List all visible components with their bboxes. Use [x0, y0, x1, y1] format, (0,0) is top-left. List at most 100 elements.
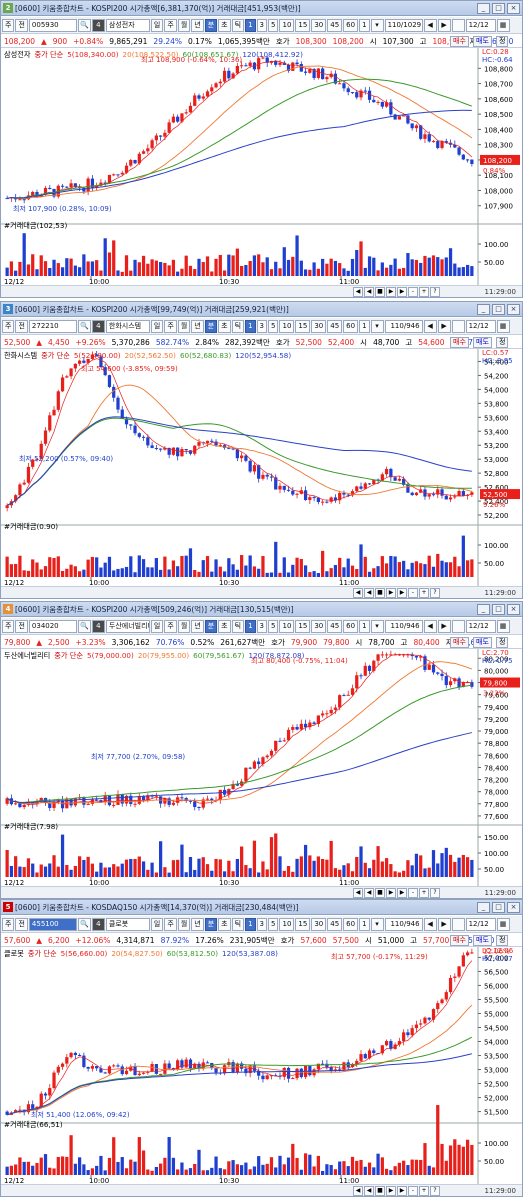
- sell-button[interactable]: 매도: [473, 935, 492, 946]
- scroll-control-button[interactable]: +: [419, 1186, 429, 1196]
- scroll-control-button[interactable]: ?: [430, 888, 440, 898]
- search-icon[interactable]: 🔍: [77, 917, 91, 931]
- sell-button[interactable]: 매도: [473, 337, 492, 348]
- scroll-control-button[interactable]: ■: [375, 888, 385, 898]
- scroll-control-button[interactable]: -: [408, 888, 418, 898]
- window-titlebar[interactable]: 3 [0600] 키움종합차트 - KOSPI200 시가총액[99,749(억)…: [1, 302, 522, 317]
- period-value-button[interactable]: 45: [327, 18, 343, 32]
- period-value-button[interactable]: 1: [245, 917, 256, 931]
- scroll-control-button[interactable]: ◀: [353, 888, 363, 898]
- search-icon[interactable]: 🔍: [77, 18, 91, 32]
- period-value-button[interactable]: 45: [327, 319, 343, 333]
- scroll-control-button[interactable]: ■: [375, 287, 385, 297]
- period-value-button[interactable]: 30: [311, 18, 327, 32]
- period-value-button[interactable]: 30: [311, 917, 327, 931]
- calendar-icon[interactable]: ▦: [496, 18, 510, 32]
- period-type-button[interactable]: 분: [204, 917, 218, 931]
- bar-count-field[interactable]: 110/946: [384, 917, 423, 931]
- minimize-icon[interactable]: _: [477, 902, 490, 913]
- period-type-button[interactable]: 틱: [231, 319, 245, 333]
- period-type-button[interactable]: 년: [191, 319, 204, 333]
- maximize-icon[interactable]: □: [492, 604, 505, 615]
- scroll-control-button[interactable]: -: [408, 1186, 418, 1196]
- candlestick-chart[interactable]: 108,800 108,700 108,600 108,500 108,400 108,3…: [1, 48, 522, 285]
- window-titlebar[interactable]: 2 [0600] 키움종합차트 - KOSPI200 시가총액[6,381,370…: [1, 1, 522, 16]
- correct-button[interactable]: 정: [496, 637, 509, 648]
- prev-page-button[interactable]: ◀: [423, 18, 437, 32]
- period-value-button[interactable]: 45: [327, 619, 343, 633]
- scroll-control-button[interactable]: +: [419, 287, 429, 297]
- date-field[interactable]: 12/12: [465, 917, 496, 931]
- period-type-button[interactable]: 분: [204, 619, 218, 633]
- scroll-control-button[interactable]: ▶: [386, 1186, 396, 1196]
- chevron-down-icon[interactable]: ▾: [370, 18, 384, 32]
- next-page-button[interactable]: ▶: [437, 319, 451, 333]
- next-page-button[interactable]: ▶: [437, 917, 451, 931]
- period-value-button[interactable]: 5: [268, 319, 279, 333]
- jeon-button[interactable]: 전: [15, 18, 28, 32]
- candlestick-chart[interactable]: 54,400 54,200 54,000 53,800 53,600 53,400 53,2…: [1, 349, 522, 586]
- scroll-control-button[interactable]: +: [419, 888, 429, 898]
- scroll-control-button[interactable]: ◀: [364, 287, 374, 297]
- menu-select[interactable]: 주: [2, 619, 15, 633]
- period-value-button[interactable]: 5: [268, 917, 279, 931]
- next-page-button[interactable]: ▶: [437, 18, 451, 32]
- period-type-button[interactable]: 틱: [231, 18, 245, 32]
- stock-code-input[interactable]: 005930: [28, 18, 77, 32]
- favorite-icon[interactable]: 4: [91, 319, 105, 333]
- scroll-control-button[interactable]: ▶: [397, 588, 407, 598]
- period-value-button[interactable]: 3: [256, 18, 268, 32]
- period-type-button[interactable]: 주: [164, 319, 177, 333]
- jeon-button[interactable]: 전: [15, 319, 28, 333]
- period-type-button[interactable]: 분: [204, 18, 218, 32]
- scroll-control-button[interactable]: ◀: [353, 588, 363, 598]
- close-icon[interactable]: ×: [507, 902, 520, 913]
- maximize-icon[interactable]: □: [492, 3, 505, 14]
- period-value-button[interactable]: 5: [268, 619, 279, 633]
- period-value-button[interactable]: 10: [279, 917, 295, 931]
- candlestick-chart[interactable]: 57,000 56,500 56,000 55,500 55,000 54,500 54,0…: [1, 947, 522, 1184]
- checkbox[interactable]: [451, 619, 465, 633]
- bar-count-field[interactable]: 110/946: [384, 619, 423, 633]
- minimize-icon[interactable]: _: [477, 304, 490, 315]
- period-type-button[interactable]: 틱: [231, 619, 245, 633]
- period-value-button[interactable]: 1: [245, 18, 256, 32]
- minimize-icon[interactable]: _: [477, 3, 490, 14]
- bar-count-field[interactable]: 110/1029: [384, 18, 423, 32]
- buy-button[interactable]: 매수: [450, 637, 469, 648]
- menu-select[interactable]: 주: [2, 18, 15, 32]
- period-value-button[interactable]: 15: [295, 619, 311, 633]
- period-value-button[interactable]: 60: [343, 18, 359, 32]
- date-field[interactable]: 12/12: [465, 619, 496, 633]
- stock-code-input[interactable]: 455100: [28, 917, 77, 931]
- period-type-button[interactable]: 월: [177, 619, 191, 633]
- favorite-icon[interactable]: 4: [91, 917, 105, 931]
- stock-code-input[interactable]: 272210: [28, 319, 77, 333]
- scroll-control-button[interactable]: ▶: [397, 1186, 407, 1196]
- scroll-control-button[interactable]: ▶: [397, 888, 407, 898]
- period-value-button[interactable]: 3: [256, 319, 268, 333]
- search-icon[interactable]: 🔍: [77, 319, 91, 333]
- menu-select[interactable]: 주: [2, 319, 15, 333]
- checkbox[interactable]: [451, 18, 465, 32]
- period-type-button[interactable]: 월: [177, 917, 191, 931]
- period-value-button[interactable]: 1: [245, 619, 256, 633]
- scroll-control-button[interactable]: +: [419, 588, 429, 598]
- period-type-button[interactable]: 일: [150, 619, 164, 633]
- scroll-control-button[interactable]: ?: [430, 287, 440, 297]
- chevron-down-icon[interactable]: ▾: [370, 917, 384, 931]
- candlestick-chart[interactable]: 80,200 80,000 79,800 79,600 79,400 79,200 79,0…: [1, 649, 522, 886]
- chevron-down-icon[interactable]: ▾: [370, 319, 384, 333]
- favorite-icon[interactable]: 4: [91, 619, 105, 633]
- period-type-button[interactable]: 월: [177, 18, 191, 32]
- correct-button[interactable]: 정: [496, 935, 509, 946]
- minimize-icon[interactable]: _: [477, 604, 490, 615]
- period-type-button[interactable]: 월: [177, 319, 191, 333]
- period-type-button[interactable]: 일: [150, 319, 164, 333]
- favorite-icon[interactable]: 4: [91, 18, 105, 32]
- sell-button[interactable]: 매도: [473, 637, 492, 648]
- window-titlebar[interactable]: 4 [0600] 키움종합차트 - KOSPI200 시가총액[509,246(억…: [1, 602, 522, 617]
- period-value-button[interactable]: 3: [256, 917, 268, 931]
- calendar-icon[interactable]: ▦: [496, 917, 510, 931]
- period-value-button[interactable]: 3: [256, 619, 268, 633]
